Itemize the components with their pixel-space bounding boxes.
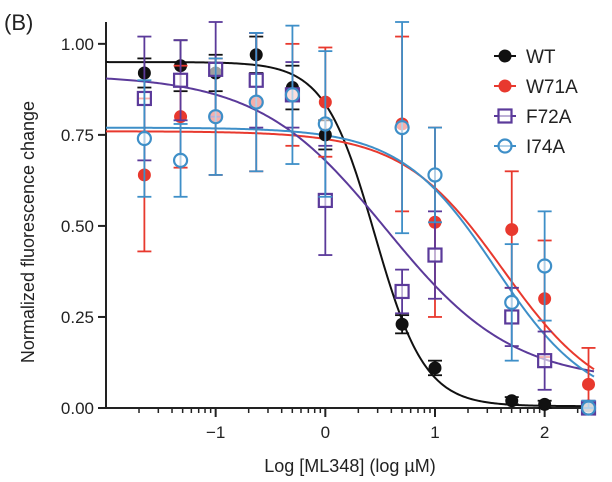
data-point-f72a [394, 283, 410, 300]
data-point-w71a [582, 377, 596, 391]
legend-label-f72a: F72A [526, 107, 572, 128]
x-tick-label: 0 [321, 423, 330, 442]
x-tick-label: 2 [540, 423, 549, 442]
legend-marker-w71a [498, 79, 512, 93]
data-point-i74a [427, 167, 443, 183]
data-points [136, 21, 597, 416]
data-point-i74a [394, 120, 410, 136]
legend: WT W71A F72A I74A [494, 47, 578, 158]
legend-marker-wt [498, 49, 512, 63]
data-point-wt [538, 397, 552, 411]
data-point-i74a [537, 258, 553, 274]
y-tick-label: 0.50 [61, 217, 94, 236]
legend-label-wt: WT [526, 47, 556, 68]
data-point-i74a [208, 109, 224, 125]
data-point-i74a [580, 400, 597, 416]
data-point-w71a [505, 223, 519, 237]
x-tick-label: 1 [430, 423, 439, 442]
x-tick-label: −1 [206, 423, 225, 442]
data-point-wt [428, 361, 442, 375]
data-point-f72a [172, 72, 189, 88]
data-point-wt [505, 394, 519, 408]
legend-marker-i74a [497, 138, 513, 154]
y-tick-label: 1.00 [61, 35, 94, 54]
data-point-i74a [504, 294, 520, 310]
data-point-i74a [248, 94, 264, 110]
y-tick-label: 0.00 [61, 399, 94, 418]
y-tick-label: 0.75 [61, 126, 94, 145]
y-tick-label: 0.25 [61, 308, 94, 327]
panel-label: (B) [4, 10, 33, 35]
fit-curve-w71a [106, 130, 595, 371]
data-point-i74a [136, 130, 152, 147]
fit-curve-i74a [105, 126, 595, 378]
axes: 0.00 0.25 0.50 0.75 1.00 −1 0 1 2 [61, 22, 594, 442]
data-point-i74a [317, 116, 333, 132]
legend-label-i74a: I74A [526, 137, 565, 158]
data-point-i74a [284, 87, 301, 103]
x-axis-title: Log [ML348] (log µM) [264, 456, 435, 476]
data-point-f72a [427, 247, 443, 263]
data-point-wt [395, 317, 409, 331]
data-point-f72a [537, 353, 553, 369]
y-axis-title: Normalized fluorescence change [18, 101, 38, 363]
legend-label-w71a: W71A [526, 77, 578, 98]
legend-marker-f72a [497, 108, 513, 124]
data-point-i74a [172, 152, 189, 168]
